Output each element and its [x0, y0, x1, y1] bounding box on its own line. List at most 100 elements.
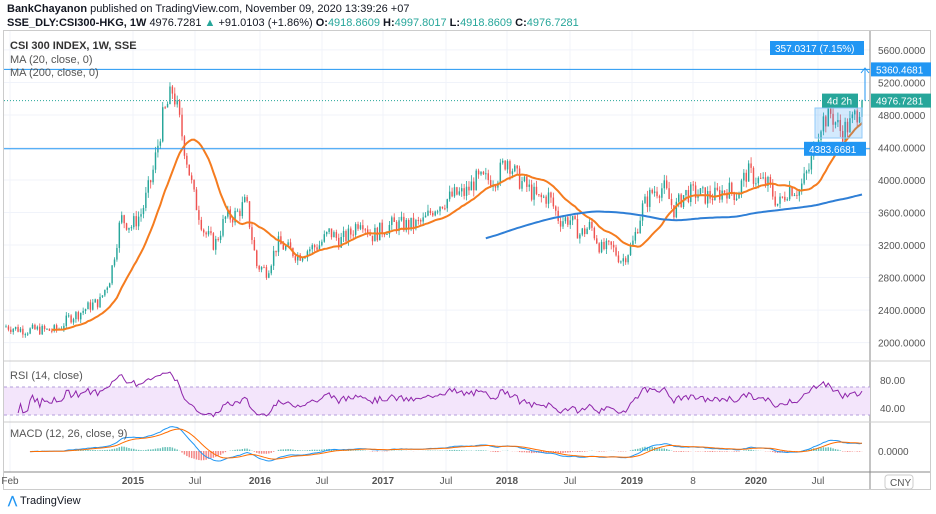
author[interactable]: BankChayanon	[7, 3, 88, 15]
macd-histogram-bar	[121, 446, 123, 451]
candle	[357, 224, 359, 229]
legend-rsi[interactable]: RSI (14, close)	[10, 370, 83, 382]
candle	[335, 232, 338, 238]
candle	[829, 105, 832, 114]
candle	[415, 220, 417, 229]
arrow-head-icon	[860, 67, 870, 74]
macd-histogram-bar	[174, 448, 176, 451]
candle	[745, 172, 747, 182]
candle	[740, 180, 743, 193]
price-change: +91.0103 (+1.86%)	[218, 17, 313, 29]
macd-histogram-bar	[456, 450, 458, 451]
candle	[200, 219, 203, 230]
chart-frame[interactable]	[3, 30, 931, 490]
candle	[747, 163, 750, 182]
rsi-line	[17, 371, 863, 418]
candle	[186, 155, 188, 165]
macd-histogram-bar	[246, 448, 248, 451]
macd-histogram-bar	[198, 451, 200, 461]
candle	[832, 113, 834, 125]
close-value: 4976.7281	[526, 17, 579, 29]
candle	[5, 326, 7, 328]
candle	[258, 266, 260, 270]
macd-histogram-bar	[668, 449, 670, 451]
candle	[137, 216, 140, 227]
candle	[598, 243, 600, 253]
price-tick: 4400.0000	[878, 143, 926, 154]
candle	[289, 242, 292, 249]
candle	[687, 190, 690, 202]
candle	[456, 187, 458, 195]
macd-histogram-bar	[219, 451, 222, 455]
candle	[260, 267, 263, 270]
time-tick: 2017	[372, 476, 395, 487]
candle	[325, 231, 328, 235]
last-price: 4976.7281	[149, 17, 202, 29]
candle	[583, 228, 586, 235]
price-tick: 5200.0000	[878, 78, 926, 89]
macd-histogram-bar	[258, 451, 260, 454]
candle	[540, 194, 543, 198]
macd-histogram-bar	[253, 451, 256, 452]
macd-histogram-bar	[528, 451, 530, 453]
candle	[321, 241, 323, 246]
macd-histogram-bar	[521, 451, 523, 453]
macd-histogram-bar	[562, 451, 564, 454]
candle	[723, 190, 726, 193]
candle	[149, 180, 152, 183]
macd-histogram-bar	[157, 448, 159, 451]
candle	[347, 228, 350, 242]
candle	[788, 187, 791, 200]
time-tick: 8	[690, 476, 696, 487]
candle	[579, 234, 581, 239]
candle	[608, 240, 610, 242]
candle	[542, 196, 545, 198]
macd-histogram-bar	[130, 448, 133, 451]
support-label: 4383.6681	[809, 145, 857, 156]
candle	[224, 216, 227, 219]
macd-histogram-bar	[680, 451, 682, 452]
symbol: SSE_DLY:CSI300-HKG, 1W	[7, 17, 147, 29]
footer-logo[interactable]: ⋀ TradingView	[8, 494, 81, 508]
macd-histogram-bar	[270, 451, 272, 453]
countdown-label-bg	[822, 93, 858, 108]
price-tick: 3600.0000	[878, 209, 926, 220]
candle	[352, 234, 354, 236]
candle	[463, 188, 465, 196]
candle	[297, 254, 299, 261]
ma20-line	[51, 122, 863, 331]
candle	[649, 189, 651, 207]
support-label-bg	[804, 141, 866, 156]
candle	[207, 231, 210, 235]
candle	[301, 258, 304, 261]
macd-histogram-bar	[632, 449, 634, 451]
macd-histogram-bar	[651, 446, 653, 451]
candle	[827, 105, 829, 127]
macd-histogram-bar	[569, 451, 571, 453]
candle	[432, 212, 434, 216]
legend-ma20[interactable]: MA (20, close, 0)	[10, 54, 93, 66]
candle	[475, 170, 477, 191]
macd-histogram-bar	[135, 449, 137, 451]
candle	[694, 185, 697, 198]
macd-histogram-bar	[733, 451, 735, 452]
candle	[193, 179, 195, 190]
macd-histogram-bar	[453, 449, 456, 451]
legend-macd[interactable]: MACD (12, 26, close, 9)	[10, 428, 128, 440]
candle	[145, 192, 147, 208]
candle	[333, 232, 335, 238]
candle	[675, 201, 678, 218]
macd-histogram-bar	[523, 451, 526, 453]
macd-histogram-bar	[574, 451, 576, 452]
candle	[403, 216, 405, 231]
macd-histogram-bar	[333, 449, 335, 451]
candle	[697, 195, 699, 198]
candle	[227, 209, 229, 217]
candle	[311, 245, 313, 250]
candle	[369, 233, 371, 236]
candle	[485, 173, 487, 175]
legend-ma200[interactable]: MA (200, close, 0)	[10, 67, 99, 79]
macd-histogram-bar	[104, 449, 106, 451]
candle	[350, 228, 352, 235]
